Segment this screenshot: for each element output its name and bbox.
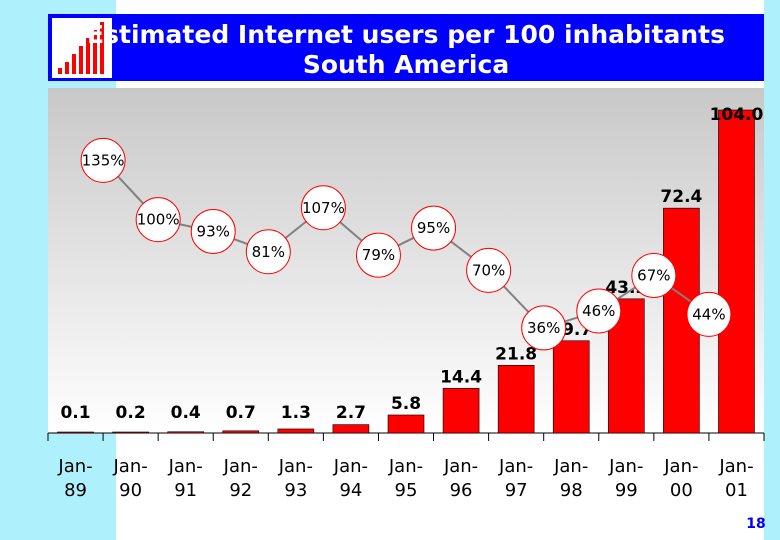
right-color-band <box>764 0 780 540</box>
x-tick-label-line1: Jan- <box>498 456 533 477</box>
x-tick-label-line2: 98 <box>560 480 583 501</box>
growth-percent-label: 44% <box>692 305 725 323</box>
x-tick-label-line1: Jan- <box>278 456 313 477</box>
growth-point <box>80 137 126 183</box>
growth-percent-label: 70% <box>472 261 505 279</box>
bar <box>332 424 370 434</box>
growth-point <box>411 205 457 251</box>
bar <box>222 430 260 434</box>
x-tick-label-line1: Jan- <box>223 456 258 477</box>
x-tick-label-line2: 90 <box>119 480 142 501</box>
x-tick-label-line1: Jan- <box>333 456 368 477</box>
bar-value-label: 0.7 <box>226 403 256 423</box>
bar-value-label: 0.1 <box>60 403 90 423</box>
bar <box>112 431 149 434</box>
growth-percent-label: 100% <box>137 211 180 229</box>
x-tick-label-line1: Jan- <box>388 456 423 477</box>
growth-point <box>355 232 401 278</box>
x-tick-label-line2: 89 <box>64 480 87 501</box>
x-tick-label-line2: 96 <box>450 480 473 501</box>
x-tick-label-line2: 00 <box>670 480 693 501</box>
x-tick-label-line1: Jan- <box>663 456 698 477</box>
bar <box>57 431 94 434</box>
growth-point <box>686 291 732 337</box>
page-number: 18 <box>746 516 766 532</box>
bar-value-label: 5.8 <box>391 394 421 414</box>
bar <box>718 109 755 434</box>
growth-point <box>521 305 567 351</box>
x-tick-label-line1: Jan- <box>608 456 643 477</box>
x-tick-label-line2: 99 <box>615 480 638 501</box>
bar-value-label: 2.7 <box>336 403 366 423</box>
x-tick-label-line2: 94 <box>339 480 362 501</box>
bar <box>497 364 535 434</box>
growth-point <box>135 197 181 243</box>
x-tick-label-line2: 95 <box>395 480 418 501</box>
growth-percent-label: 36% <box>527 319 560 337</box>
chart-title: Estimated Internet users per 100 inhabit… <box>48 20 764 80</box>
bar <box>387 414 425 434</box>
x-tick-label-line2: 01 <box>725 480 748 501</box>
bar-chart-logo-icon <box>52 18 112 78</box>
growth-percent-label: 81% <box>252 243 285 261</box>
growth-percent-label: 95% <box>417 219 450 237</box>
growth-percent-label: 67% <box>637 266 670 284</box>
x-tick-label-line2: 97 <box>505 480 528 501</box>
bar-value-label: 1.3 <box>281 403 311 423</box>
bar <box>277 428 315 434</box>
growth-percent-label: 79% <box>362 246 395 264</box>
x-tick-label-line2: 93 <box>284 480 307 501</box>
x-tick-label-line2: 91 <box>174 480 197 501</box>
growth-percent-label: 135% <box>82 151 125 169</box>
bar-value-label: 104.0 <box>710 105 764 125</box>
bar-value-label: 0.4 <box>171 403 201 423</box>
chart-title-line: Estimated Internet users per 100 inhabit… <box>87 20 725 49</box>
x-tick-label-line1: Jan- <box>553 456 588 477</box>
bar <box>167 431 204 434</box>
x-tick-label-line1: Jan- <box>112 456 147 477</box>
growth-point <box>245 229 291 275</box>
title-banner <box>48 14 764 81</box>
growth-percent-label: 93% <box>197 222 230 240</box>
bar-value-label: 0.2 <box>116 403 146 423</box>
bar-value-label: 14.4 <box>440 367 482 387</box>
x-tick-label-line1: Jan- <box>443 456 478 477</box>
bar <box>442 387 480 434</box>
bar-value-label: 21.8 <box>495 344 537 364</box>
growth-point <box>631 252 677 298</box>
growth-percent-label: 46% <box>582 302 615 320</box>
bar-value-label: 72.4 <box>660 187 702 207</box>
x-tick-label-line2: 92 <box>229 480 252 501</box>
x-tick-label-line1: Jan- <box>168 456 203 477</box>
growth-point <box>466 247 512 293</box>
bar <box>552 340 590 434</box>
growth-point <box>300 185 346 231</box>
growth-point <box>190 208 236 254</box>
growth-point <box>576 288 622 334</box>
growth-percent-label: 107% <box>302 199 345 217</box>
x-tick-label-line1: Jan- <box>718 456 753 477</box>
chart-subtitle-line: South America <box>302 50 510 79</box>
x-tick-label-line1: Jan- <box>57 456 92 477</box>
